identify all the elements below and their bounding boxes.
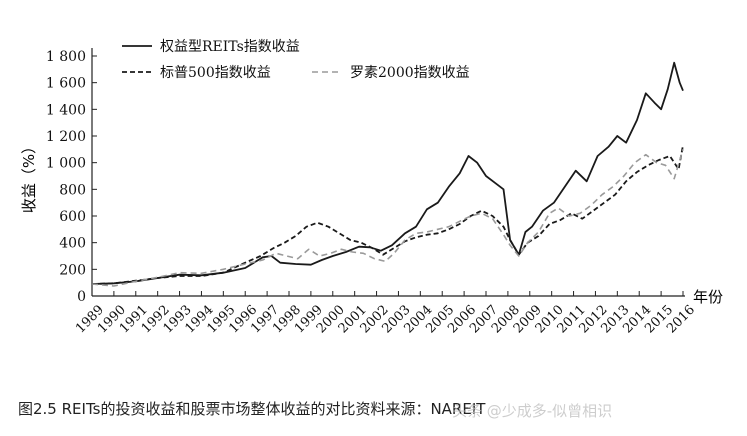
y-tick-label: 1 200 xyxy=(46,129,86,145)
y-tick-label: 1 600 xyxy=(46,76,86,92)
y-tick-label: 1 400 xyxy=(46,102,86,118)
chart: 0 200 400 600 800 1 000 1 200 1 400 1 600 1 800 1… xyxy=(20,39,723,337)
y-tick-label: 600 xyxy=(59,209,86,225)
figure-caption: 图2.5 REITs的投资收益和股票市场整体收益的对比资料来源：NAREIT xyxy=(18,400,486,418)
legend-label-1: 权益型REITs指数收益 xyxy=(160,39,300,55)
legend-label-3: 罗素2000指数收益 xyxy=(350,65,470,81)
y-tick-label: 1 000 xyxy=(46,156,86,172)
y-tick-label: 200 xyxy=(59,262,86,278)
series-lines xyxy=(91,61,684,287)
series-line-1 xyxy=(91,61,684,285)
series-line-3 xyxy=(91,149,684,287)
x-axis-label: 年份 xyxy=(693,288,723,306)
y-axis-label: 收益（%） xyxy=(20,139,38,213)
legend-label-2: 标普500指数收益 xyxy=(160,65,271,81)
y-axis-ticks: 0 200 400 600 800 1 000 1 200 1 400 1 600 1 800 xyxy=(46,49,97,305)
x-axis-ticks: 1989199019911992199319941995199619971998… xyxy=(73,291,698,337)
series-line-2 xyxy=(91,145,684,285)
y-tick-label: 400 xyxy=(59,236,86,252)
y-tick-label: 0 xyxy=(77,289,86,305)
y-tick-label: 800 xyxy=(59,182,86,198)
y-tick-label: 1 800 xyxy=(46,49,86,65)
watermark: 头条 @少成多-似曾相识 xyxy=(452,402,613,420)
axes xyxy=(91,48,685,297)
